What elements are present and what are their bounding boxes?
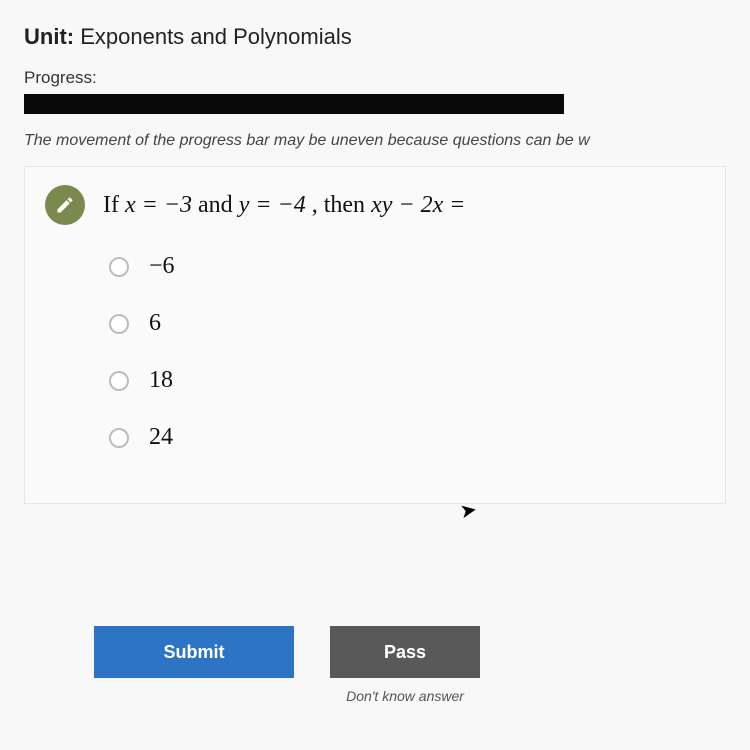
q-prefix: If — [103, 192, 125, 218]
options-list: −6 6 18 24 — [109, 253, 705, 451]
q-then: , then — [306, 192, 371, 218]
progress-hint: The movement of the progress bar may be … — [24, 132, 750, 150]
progress-label: Progress: — [24, 68, 750, 88]
radio-icon[interactable] — [109, 428, 129, 448]
q-and: and — [192, 192, 239, 218]
option-a-label: −6 — [149, 253, 175, 280]
radio-icon[interactable] — [109, 371, 129, 391]
unit-label: Unit: — [24, 24, 74, 49]
option-a[interactable]: −6 — [109, 253, 705, 280]
radio-icon[interactable] — [109, 257, 129, 277]
pencil-icon — [45, 185, 85, 225]
unit-line: Unit: Exponents and Polynomials — [24, 24, 750, 50]
option-d[interactable]: 24 — [109, 424, 705, 451]
pass-button[interactable]: Pass — [330, 626, 480, 678]
option-b[interactable]: 6 — [109, 310, 705, 337]
option-d-label: 24 — [149, 424, 173, 451]
q-expr: xy − 2x = — [371, 192, 465, 218]
question-card: If x = −3 and y = −4 , then xy − 2x = −6… — [24, 166, 726, 504]
dont-know-label: Don't know answer — [346, 688, 464, 704]
q-yeq: y = −4 — [239, 192, 306, 218]
option-b-label: 6 — [149, 310, 161, 337]
progress-bar — [24, 94, 564, 114]
radio-icon[interactable] — [109, 314, 129, 334]
option-c-label: 18 — [149, 367, 173, 394]
question-text: If x = −3 and y = −4 , then xy − 2x = — [103, 192, 465, 219]
q-xeq: x = −3 — [125, 192, 192, 218]
unit-title: Exponents and Polynomials — [80, 24, 352, 49]
submit-button[interactable]: Submit — [94, 626, 294, 678]
option-c[interactable]: 18 — [109, 367, 705, 394]
